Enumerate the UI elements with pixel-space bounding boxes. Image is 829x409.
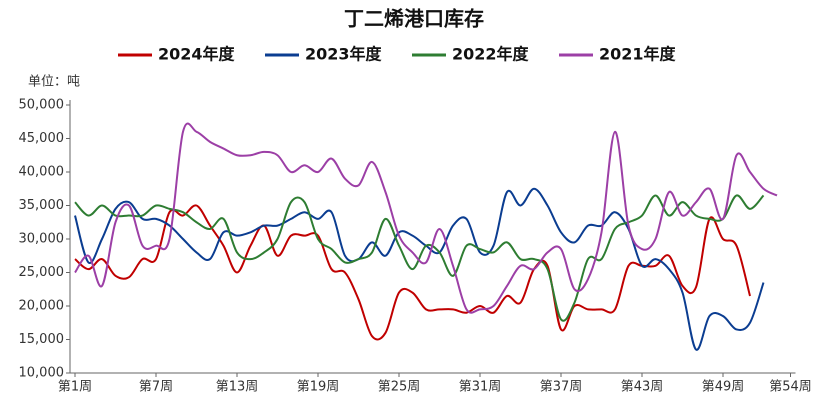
x-tick-label: 第54周 — [769, 380, 812, 395]
x-tick-label: 第49周 — [702, 380, 745, 395]
x-tick-label: 第1周 — [58, 380, 92, 395]
legend-label: 2023年度 — [305, 45, 383, 64]
y-tick-label: 10,000 — [19, 366, 65, 381]
x-tick-label: 第37周 — [540, 380, 583, 395]
y-tick-label: 35,000 — [19, 198, 65, 213]
series-line — [74, 187, 765, 351]
series-line — [74, 194, 765, 322]
y-tick-label: 20,000 — [19, 299, 65, 314]
series-line — [74, 204, 751, 341]
y-tick-label: 45,000 — [19, 131, 65, 146]
y-tick-label: 25,000 — [19, 265, 65, 280]
x-tick-label: 第19周 — [297, 380, 340, 395]
legend-label: 2021年度 — [599, 45, 677, 64]
series-line — [74, 122, 778, 314]
legend-label: 2024年度 — [158, 45, 236, 64]
unit-label: 单位：吨 — [28, 75, 80, 90]
x-tick-label: 第7周 — [139, 380, 173, 395]
legend-label: 2022年度 — [452, 45, 530, 64]
y-tick-label: 40,000 — [19, 165, 65, 180]
y-tick-label: 50,000 — [19, 98, 65, 113]
chart-title: 丁二烯港口库存 — [344, 7, 484, 31]
y-tick-label: 15,000 — [19, 332, 65, 347]
x-tick-label: 第13周 — [216, 380, 259, 395]
x-tick-label: 第25周 — [378, 380, 421, 395]
x-tick-label: 第31周 — [459, 380, 502, 395]
y-tick-label: 30,000 — [19, 232, 65, 247]
x-tick-label: 第43周 — [621, 380, 664, 395]
legend: 2024年度 2023年度 2022年度 2021年度 — [118, 45, 677, 64]
